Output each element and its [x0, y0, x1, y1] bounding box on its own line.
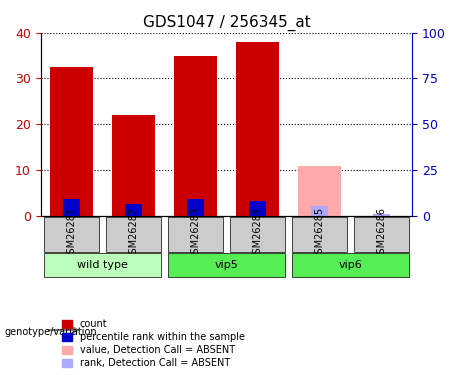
Text: GSM26281: GSM26281	[66, 207, 77, 260]
FancyBboxPatch shape	[291, 217, 347, 252]
Bar	[174, 56, 217, 216]
Bar	[63, 199, 80, 216]
Text: genotype/variation: genotype/variation	[5, 327, 97, 337]
Bar	[112, 115, 155, 216]
FancyBboxPatch shape	[106, 217, 161, 252]
FancyBboxPatch shape	[168, 217, 224, 252]
Title: GDS1047 / 256345_at: GDS1047 / 256345_at	[142, 15, 310, 31]
Legend: count, percentile rank within the sample, value, Detection Call = ABSENT, rank, : count, percentile rank within the sample…	[60, 318, 247, 370]
FancyBboxPatch shape	[230, 217, 285, 252]
Bar	[125, 204, 142, 216]
Text: GSM26284: GSM26284	[253, 207, 262, 260]
Text: vip5: vip5	[215, 260, 238, 270]
Bar	[236, 42, 279, 216]
Bar	[373, 214, 390, 216]
Text: GSM26285: GSM26285	[314, 207, 325, 261]
Bar	[187, 199, 204, 216]
FancyBboxPatch shape	[291, 254, 409, 277]
Bar	[311, 206, 328, 216]
Text: GSM26282: GSM26282	[129, 207, 139, 261]
Bar	[50, 67, 93, 216]
FancyBboxPatch shape	[354, 217, 409, 252]
Text: vip6: vip6	[338, 260, 362, 270]
Text: wild type: wild type	[77, 260, 128, 270]
Bar	[249, 201, 266, 216]
FancyBboxPatch shape	[44, 254, 161, 277]
FancyBboxPatch shape	[44, 217, 100, 252]
FancyBboxPatch shape	[168, 254, 285, 277]
Text: GSM26286: GSM26286	[377, 207, 386, 260]
Text: GSM26283: GSM26283	[190, 207, 201, 260]
Bar	[298, 166, 341, 216]
